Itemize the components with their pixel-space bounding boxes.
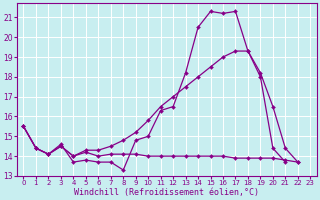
- X-axis label: Windchill (Refroidissement éolien,°C): Windchill (Refroidissement éolien,°C): [74, 188, 260, 197]
